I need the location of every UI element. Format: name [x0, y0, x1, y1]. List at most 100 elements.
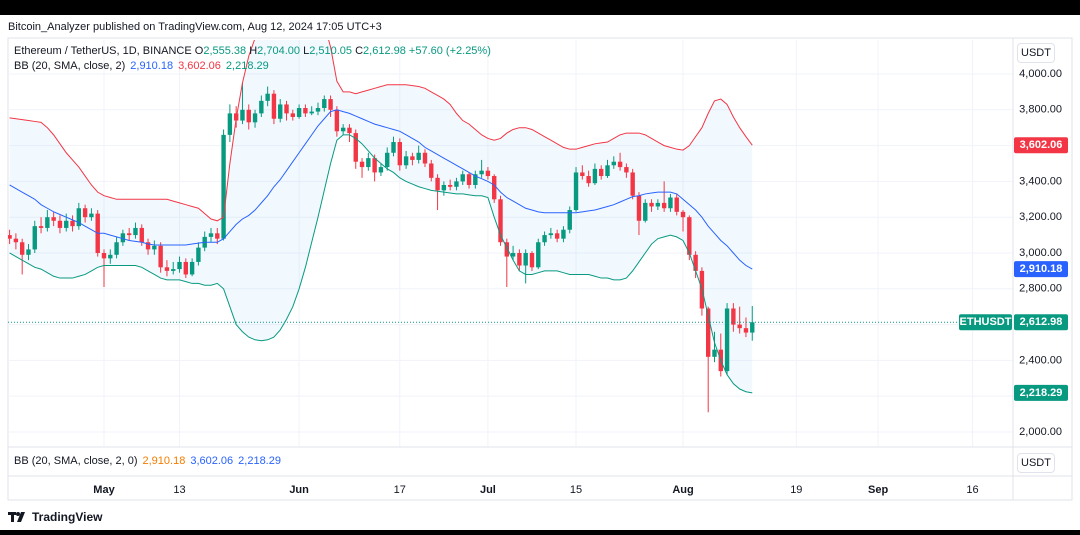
candle-body: [617, 161, 623, 168]
candle-body: [51, 217, 56, 221]
upper-badge-label: 3,602.06: [1020, 139, 1063, 151]
candle-body: [492, 176, 497, 200]
middle-badge-label: 2,910.18: [1020, 263, 1063, 275]
indicator-legend: BB (20, SMA, close, 2) 2,910.18 3,602.06 2,…: [14, 59, 269, 73]
candle-body: [372, 158, 377, 173]
lower-badge: [1014, 384, 1068, 401]
candle-body: [743, 328, 749, 333]
logo-part: [16, 512, 20, 516]
candle-body: [328, 99, 333, 110]
pane-label: BB (20, SMA, close, 2, 0): [14, 455, 138, 467]
candle-body: [542, 235, 547, 243]
candle-body: [643, 202, 648, 221]
candle-body: [561, 229, 566, 239]
candle-body: [391, 142, 396, 153]
candle-body: [303, 108, 308, 114]
candle-body: [45, 217, 50, 228]
candle-body: [309, 111, 314, 114]
middle-badge: [1014, 261, 1068, 278]
ohlc-key: C: [355, 45, 364, 57]
indicator-label: BB (20, SMA, close, 2): [14, 60, 126, 72]
candle-body: [164, 267, 170, 271]
plot-area: [8, 40, 1013, 413]
candle-body: [737, 324, 742, 329]
candle-body: [693, 254, 698, 271]
band-line: [9, 134, 753, 394]
candle-body: [171, 269, 176, 271]
watermark: Bitcoin_Analyzer published on TradingVie…: [8, 21, 382, 33]
candle-body: [89, 213, 94, 218]
y-tick-label: 3,000.00: [1019, 247, 1062, 259]
candle-body: [32, 226, 37, 250]
candle-body: [271, 93, 277, 119]
brand-logo: [8, 512, 25, 522]
brand: TradingView: [8, 510, 102, 524]
ohlc-key: H: [249, 45, 258, 57]
pane-value: 3,602.06: [190, 455, 234, 467]
last-price-badge: [1014, 314, 1068, 331]
candle-body: [158, 245, 163, 268]
currency-button[interactable]: USDT: [1017, 43, 1055, 63]
indicator-value: 2,218.29: [225, 60, 269, 72]
y-tick-label: 2,400.00: [1019, 354, 1062, 366]
candle-body: [252, 113, 258, 123]
band-line: [9, 109, 753, 270]
candle-body: [410, 156, 415, 160]
x-tick-label: Jul: [480, 484, 496, 496]
ohlc-key: O: [194, 45, 204, 57]
y-tick-label: 3,800.00: [1019, 104, 1062, 116]
candle-body: [668, 197, 673, 209]
candle-body: [435, 177, 440, 191]
candle-body: [26, 249, 31, 255]
candle-body: [454, 181, 459, 187]
candle-body: [76, 208, 82, 227]
candle-body: [498, 199, 503, 243]
ohlc-value: 2,612.98: [363, 45, 406, 57]
x-tick-label: 13: [173, 484, 185, 496]
candle-body: [347, 127, 352, 134]
candle-body: [554, 233, 560, 239]
candle-body: [586, 176, 591, 184]
band-fill: [9, 40, 753, 393]
candle-body: [630, 172, 635, 196]
upper-badge: [1014, 137, 1068, 154]
x-tick-label: 15: [570, 484, 582, 496]
candle-body: [120, 233, 126, 243]
x-tick-label: May: [93, 484, 115, 496]
x-tick-label: 17: [394, 484, 406, 496]
candle-body: [322, 99, 327, 109]
candle-body: [108, 254, 113, 259]
candle-body: [655, 202, 661, 207]
candle-body: [592, 168, 598, 184]
candle-body: [359, 161, 365, 168]
candle-body: [208, 233, 214, 237]
candle-body: [674, 197, 679, 212]
currency-button[interactable]: USDT: [1017, 453, 1055, 473]
candle-body: [13, 238, 19, 243]
candle-body: [183, 261, 189, 275]
candle-body: [724, 308, 730, 372]
x-tick-label: Sep: [868, 484, 888, 496]
candle-body: [466, 174, 472, 185]
candle-body: [536, 242, 541, 268]
candle-body: [510, 252, 516, 257]
candle-body: [215, 233, 220, 239]
price-change: +57.60 (+2.25%): [408, 45, 491, 57]
candle-body: [315, 108, 321, 112]
band-line: [9, 40, 753, 222]
indicator-value: 3,602.06: [178, 60, 221, 72]
candle-body: [580, 172, 585, 177]
candle-body: [529, 252, 535, 268]
candle-body: [479, 170, 484, 175]
candle-body: [385, 152, 390, 168]
candle-body: [680, 211, 686, 218]
lower-badge-label: 2,218.29: [1020, 387, 1063, 399]
candle-body: [114, 242, 119, 255]
candle-body: [447, 184, 453, 187]
candle-body: [397, 142, 403, 166]
screen-bar-bottom: [0, 530, 1080, 535]
candle-body: [649, 202, 654, 207]
candle-body: [8, 235, 12, 239]
candle-body: [240, 109, 245, 121]
